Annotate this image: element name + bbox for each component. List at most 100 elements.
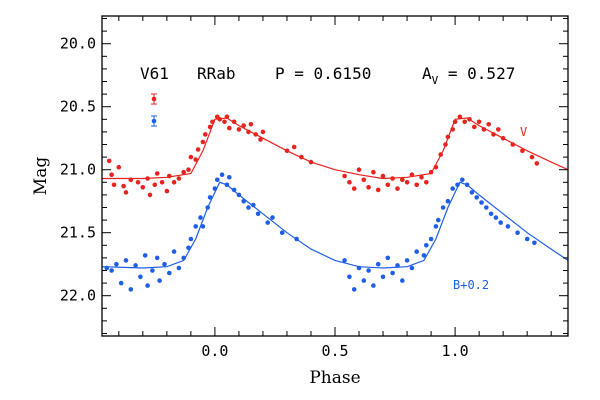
data-point-v — [347, 180, 352, 185]
data-point-v — [227, 125, 232, 131]
series-label-b: B+0.2 — [453, 278, 489, 292]
data-point-v — [414, 182, 420, 188]
data-point-v — [481, 127, 487, 132]
data-point-v — [491, 132, 496, 137]
data-point-b — [150, 268, 155, 273]
data-point-b — [347, 274, 352, 280]
data-point-b — [361, 278, 367, 283]
data-point-v — [128, 177, 134, 183]
variable-type: RRab — [197, 64, 236, 83]
data-point-v — [529, 154, 535, 160]
data-point-b — [145, 283, 150, 288]
error-bar-point-b — [151, 118, 157, 124]
data-point-b — [498, 220, 504, 225]
data-point-v — [395, 186, 400, 191]
data-point-v — [476, 119, 482, 125]
data-point-b — [167, 270, 172, 276]
data-point-v — [356, 167, 362, 172]
data-point-v — [121, 183, 126, 189]
data-point-v — [452, 119, 458, 125]
fit-curves — [101, 117, 569, 269]
data-point-b — [109, 268, 114, 273]
data-point-b — [104, 265, 110, 271]
fit-curve-v — [102, 117, 569, 180]
data-point-b — [380, 274, 386, 280]
data-point-b — [142, 253, 148, 258]
data-point-v — [222, 119, 227, 125]
data-point-b — [114, 261, 119, 267]
data-point-b — [215, 177, 220, 183]
data-point-v — [409, 172, 415, 177]
data-point-b — [479, 200, 484, 205]
error-bar-legend — [151, 93, 157, 127]
y-axis-title: Mag — [31, 157, 51, 196]
y-tick-label: 21.5 — [60, 224, 96, 242]
data-point-v — [181, 169, 186, 175]
data-point-v — [164, 188, 170, 194]
data-point-b — [342, 258, 347, 263]
data-point-v — [116, 164, 122, 170]
data-point-b — [484, 205, 489, 210]
data-point-b — [224, 182, 230, 188]
data-point-v — [154, 171, 160, 176]
data-point-b — [428, 236, 434, 242]
data-point-b — [488, 211, 494, 217]
data-point-b — [236, 192, 242, 198]
data-point-v — [385, 182, 391, 188]
data-point-v — [231, 119, 237, 125]
data-point-v — [176, 176, 182, 181]
data-point-b — [371, 283, 376, 288]
data-point-v — [248, 122, 254, 127]
data-point-b — [133, 263, 138, 268]
data-point-v — [260, 129, 266, 135]
data-point-v — [457, 114, 463, 120]
data-point-b — [188, 236, 194, 242]
data-point-b — [138, 274, 143, 280]
data-point-v — [534, 161, 540, 166]
error-bar-point-v — [151, 96, 157, 102]
data-point-b — [231, 187, 237, 193]
data-point-v — [520, 148, 525, 154]
data-point-b — [366, 268, 371, 273]
data-point-b — [515, 230, 520, 235]
data-point-v — [450, 127, 456, 132]
data-point-b — [294, 236, 299, 242]
fit-curve-b — [101, 181, 569, 269]
data-point-b — [279, 230, 285, 235]
data-point-b — [246, 205, 251, 210]
data-point-b — [436, 217, 441, 223]
data-point-b — [154, 255, 160, 261]
data-point-b — [157, 278, 162, 283]
data-point-b — [424, 243, 429, 248]
data-point-b — [445, 198, 451, 204]
data-point-v — [380, 173, 386, 179]
axis-ticks — [102, 16, 568, 336]
data-point-v — [467, 117, 472, 122]
data-point-b — [532, 240, 537, 246]
data-point-v — [207, 124, 213, 130]
data-point-v — [299, 154, 304, 160]
data-point-v — [241, 123, 246, 128]
amplitude-subscript: V — [432, 74, 439, 87]
data-point-v — [438, 152, 444, 157]
data-point-v — [167, 173, 172, 179]
data-point-v — [419, 175, 424, 180]
x-tick-label: 0.5 — [321, 342, 348, 360]
data-point-b — [421, 253, 427, 258]
data-point-b — [241, 198, 246, 204]
data-point-v — [193, 157, 198, 162]
data-point-b — [404, 258, 410, 263]
axis-tick-labels: 0.0 0.5 1.0 20.0 20.5 21.0 21.5 22.0 — [60, 35, 469, 360]
data-point-v — [217, 117, 222, 122]
data-point-b — [227, 175, 232, 180]
amplitude-value: = 0.527 — [438, 64, 515, 83]
data-point-v — [152, 182, 158, 188]
data-point-v — [147, 192, 153, 198]
data-point-v — [351, 186, 357, 191]
data-point-v — [308, 159, 314, 165]
y-tick-label: 20.5 — [60, 98, 96, 116]
data-point-v — [246, 129, 251, 135]
data-point-v — [433, 164, 439, 170]
data-point-b — [440, 205, 446, 210]
data-point-v — [203, 132, 208, 137]
